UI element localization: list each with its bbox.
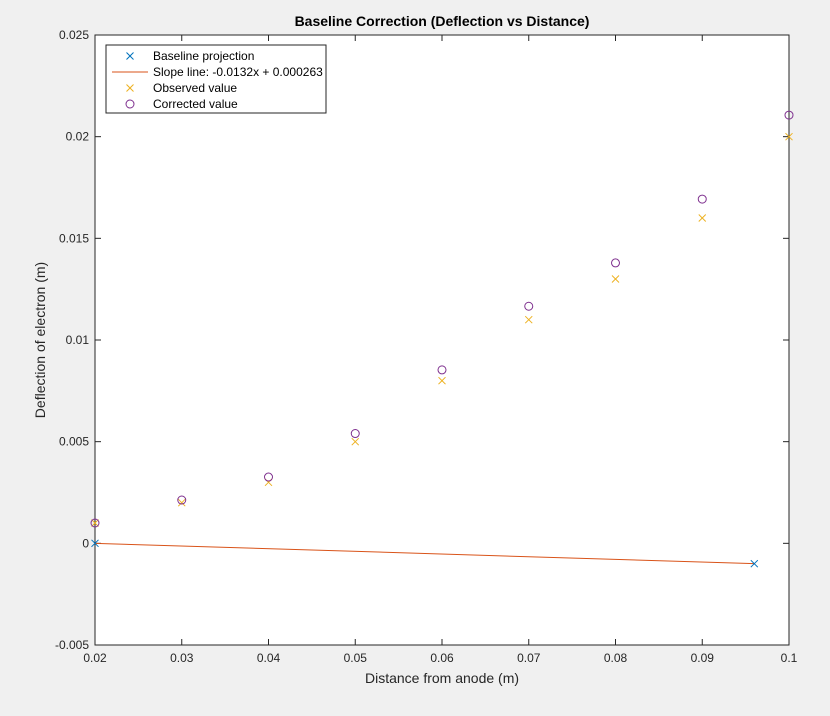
legend-cross-swatch [126,84,134,92]
observed-point-stroke [91,519,99,527]
corrected-point [177,495,187,505]
baseline-point [750,559,759,568]
observed-point-stroke [698,214,707,222]
x-tick-label: 0.03 [170,651,194,665]
chart-title: Baseline Correction (Deflection vs Dista… [295,13,590,29]
legend-label: Slope line: -0.0132x + 0.000263 [153,65,323,79]
corrected-point [784,110,794,120]
x-tick-label: 0.09 [691,651,715,665]
observed-point [611,275,620,283]
observed-point [351,437,360,446]
x-tick-label: 0.07 [517,651,541,665]
x-tick-label: 0.06 [430,651,454,665]
legend-cross-swatch-stroke [126,52,134,60]
legend-entry: Corrected value [125,97,238,111]
x-tick-label: 0.08 [604,651,628,665]
x-tick-label: 0.04 [257,651,281,665]
baseline-point [91,539,99,548]
baseline-point-stroke [750,559,759,568]
y-axis: -0.005 0 0.005 0.01 0.015 0.02 0.025 [55,28,789,652]
legend-entry: Slope line: -0.0132x + 0.000263 [112,65,323,79]
observed-point-stroke [785,132,793,141]
corrected-point [611,258,620,268]
x-tick-label: 0.1 [781,651,798,665]
observed-point [91,519,99,527]
legend-label: Corrected value [153,97,238,111]
observed-point-stroke [177,498,186,507]
legend-marker-observed-value [126,84,134,92]
corrected-point [350,429,360,439]
legend-marker-corrected-value [125,99,135,109]
observed-point [698,214,707,222]
slope-line [94,542,755,565]
x-axis-label: Distance from anode (m) [365,670,519,686]
corrected-point [264,472,273,482]
x-axis: 0.02 0.03 0.04 0.05 0.06 0.07 0.08 0.09 0.1 [83,35,798,665]
corrected-point [524,301,534,311]
observed-point [524,315,533,324]
observed-point-stroke [438,376,446,385]
legend-entry: Baseline projection [126,49,254,63]
observed-point [177,498,186,507]
corrected-point [90,518,100,528]
legend-cross-swatch [126,52,134,60]
y-axis-label: Deflection of electron (m) [32,262,48,418]
y-tick-label: 0.005 [59,435,89,449]
y-tick-label: 0 [82,536,89,550]
legend-label: Observed value [153,81,237,95]
data-series [90,110,794,568]
legend: Baseline projection Slope line: -0.0132x… [105,44,327,114]
observed-point-stroke [524,315,533,324]
x-tick-label: 0.05 [344,651,368,665]
legend-box [105,44,327,114]
legend-label: Baseline projection [153,49,254,63]
legend-circle-swatch [125,99,135,109]
baseline-point-stroke [91,539,99,548]
observed-point [785,132,793,141]
x-tick-label: 0.02 [83,651,107,665]
y-tick-label: -0.005 [55,638,89,652]
y-tick-label: 0.02 [66,130,90,144]
legend-marker-baseline-projection [126,52,134,60]
y-tick-label: 0.01 [66,333,90,347]
observed-point [438,376,446,385]
observed-point-stroke [351,437,360,446]
y-tick-label: 0.015 [59,231,89,245]
y-tick-label: 0.025 [59,28,89,42]
corrected-point [437,365,447,375]
legend-cross-swatch-stroke [126,84,134,92]
legend-entry: Observed value [126,81,237,95]
plot-area [94,34,790,646]
observed-point-stroke [611,275,620,283]
corrected-point [697,194,707,204]
